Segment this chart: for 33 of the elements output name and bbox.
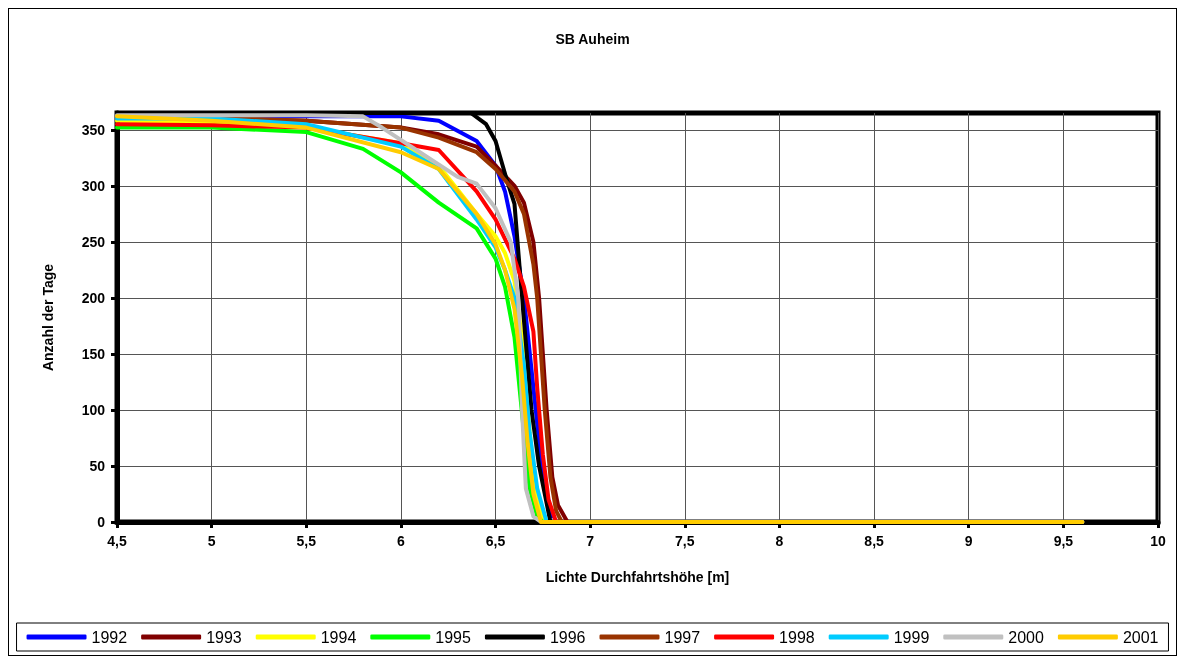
- legend-label: 2000: [1008, 628, 1044, 646]
- legend-label: 1994: [320, 628, 357, 646]
- x-tick-label: 7,5: [675, 533, 695, 549]
- legend-label: 1996: [549, 628, 586, 646]
- legend-label: 1995: [435, 628, 472, 646]
- y-tick-label: 100: [81, 401, 106, 418]
- x-tick-label: 5: [207, 533, 216, 549]
- chart-title: SB Auheim: [555, 31, 630, 47]
- y-tick-label: 150: [81, 345, 106, 362]
- x-tick-label: 9,5: [1053, 533, 1074, 549]
- x-tick-label: 5,5: [296, 533, 317, 549]
- x-axis-title: Lichte Durchfahrtshöhe [m]: [545, 569, 730, 585]
- x-tick-label: 10: [1150, 533, 1166, 549]
- y-axis-title: Anzahl der Tage: [40, 263, 56, 372]
- y-tick-label: 300: [81, 177, 106, 194]
- x-tick-label: 4,5: [107, 533, 127, 549]
- x-tick-label: 6,5: [485, 533, 506, 549]
- legend-label: 1997: [664, 628, 701, 646]
- x-tick-label: 9: [964, 533, 973, 549]
- x-tick-label: 7: [586, 533, 595, 549]
- legend-label: 1992: [91, 628, 128, 646]
- legend-label: 1999: [893, 628, 930, 646]
- x-tick-label: 8: [775, 533, 784, 549]
- x-tick-label: 6: [397, 533, 406, 549]
- legend-label: 2001: [1122, 628, 1159, 646]
- y-tick-label: 0: [97, 514, 106, 530]
- y-tick-label: 350: [81, 121, 106, 138]
- y-tick-label: 200: [81, 289, 106, 306]
- legend-label: 1993: [206, 628, 242, 646]
- y-tick-label: 250: [81, 233, 106, 250]
- x-tick-label: 8,5: [864, 533, 885, 549]
- legend-label: 1998: [779, 628, 815, 646]
- y-tick-label: 50: [89, 457, 106, 474]
